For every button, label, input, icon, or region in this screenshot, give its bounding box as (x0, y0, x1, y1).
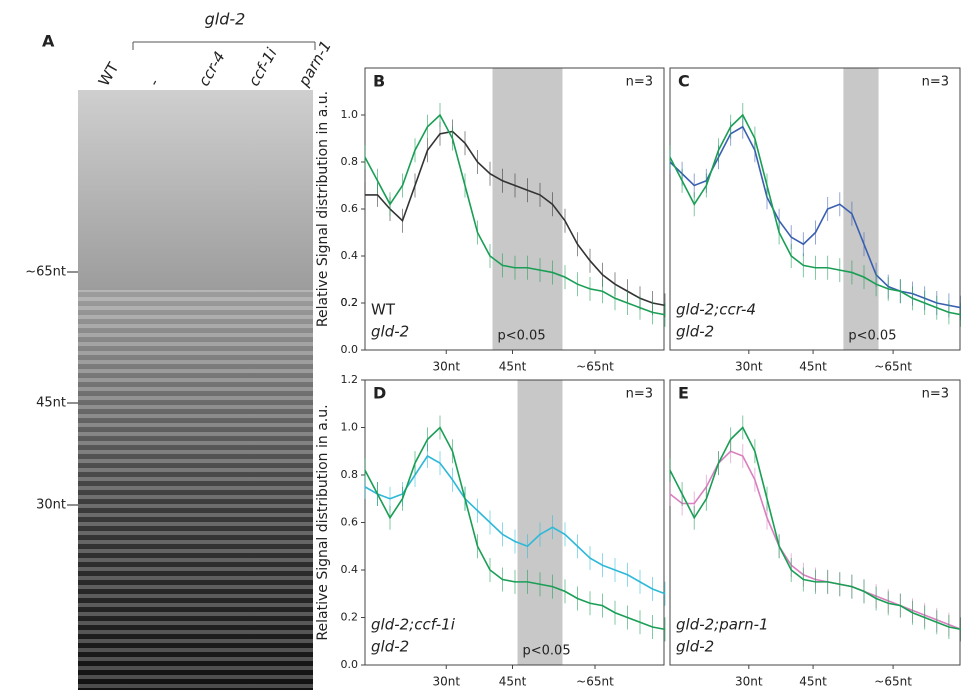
y-tick-label: 1.0 (341, 421, 359, 434)
x-tick-label: 45nt (499, 360, 527, 374)
panel-label: C (678, 72, 690, 91)
y-tick-label: 0.2 (341, 611, 359, 624)
lane-label: parn-1 (294, 38, 335, 91)
x-tick-label: ~65nt (576, 360, 614, 374)
p-annotation: p<0.05 (498, 329, 546, 344)
y-tick-label: 0.2 (341, 296, 359, 309)
x-tick-label: ~65nt (576, 675, 614, 689)
n-annotation: n=3 (922, 387, 949, 402)
gel-bands (78, 290, 313, 690)
y-axis-label: Relative Signal distribution in a.u. (315, 91, 331, 327)
plot-frame (669, 379, 961, 666)
legend-entry: gld-2;ccf-1i (371, 616, 456, 634)
legend-entry: gld-2;ccr-4 (676, 301, 756, 319)
series-line (365, 130, 666, 307)
group-label: gld-2 (205, 10, 246, 29)
lane-label: ccf-1i (245, 44, 281, 89)
y-tick-label: 1.2 (341, 373, 359, 386)
significance-band (492, 68, 563, 350)
y-tick-label: 0.6 (341, 202, 359, 215)
n-annotation: n=3 (626, 387, 653, 402)
series-line (364, 113, 666, 316)
x-tick-label: 30nt (735, 360, 763, 374)
panel-label: A (42, 32, 55, 51)
y-tick-label: 0.0 (341, 658, 359, 671)
x-tick-label: 45nt (499, 675, 527, 689)
n-annotation: n=3 (626, 75, 653, 90)
p-annotation: p<0.05 (848, 329, 896, 344)
marker-label: 45nt (36, 396, 66, 411)
panel-label: B (373, 72, 385, 91)
p-annotation: p<0.05 (523, 644, 571, 659)
legend-entry: gld-2 (676, 638, 714, 656)
series-line (669, 125, 961, 309)
gel-panel: A gld-2 (42, 10, 316, 690)
legend-entry: gld-2 (371, 638, 409, 656)
legend-entry: gld-2 (371, 323, 409, 341)
y-tick-label: 0.4 (341, 563, 359, 576)
legend-entry: WT (371, 301, 396, 319)
lane-label: ccr-4 (195, 48, 229, 89)
y-tick-label: 0.4 (341, 249, 359, 262)
x-tick-label: 30nt (432, 360, 460, 374)
series-line (364, 426, 666, 631)
legend-entry: gld-2;parn-1 (676, 616, 769, 634)
x-tick-label: 45nt (799, 675, 827, 689)
series-line (669, 113, 961, 316)
y-tick-label: 0.0 (341, 343, 359, 356)
lane-label: WT (95, 59, 123, 90)
n-annotation: n=3 (922, 75, 949, 90)
panel-label: E (678, 384, 689, 403)
y-tick-label: 0.2 (341, 296, 359, 309)
y-tick-label: 0.6 (341, 516, 359, 529)
legend-entry: gld-2 (676, 323, 714, 341)
y-axis-label: Relative Signal distribution in a.u. (315, 404, 331, 640)
marker-label: 30nt (36, 498, 66, 513)
x-tick-label: 45nt (799, 360, 827, 374)
significance-band (843, 68, 879, 350)
plot-frame (669, 67, 961, 351)
x-tick-label: ~65nt (874, 360, 912, 374)
y-tick-label: 0.8 (341, 468, 359, 481)
marker-label: ~65nt (25, 265, 66, 280)
y-tick-label: 1.0 (341, 108, 359, 121)
x-tick-label: ~65nt (874, 675, 912, 689)
series-line (669, 426, 961, 631)
x-tick-label: 30nt (432, 675, 460, 689)
panel-label: D (373, 384, 386, 403)
x-tick-label: 30nt (735, 675, 763, 689)
y-tick-label: 0.8 (341, 155, 359, 168)
lane-label: - (145, 76, 163, 90)
